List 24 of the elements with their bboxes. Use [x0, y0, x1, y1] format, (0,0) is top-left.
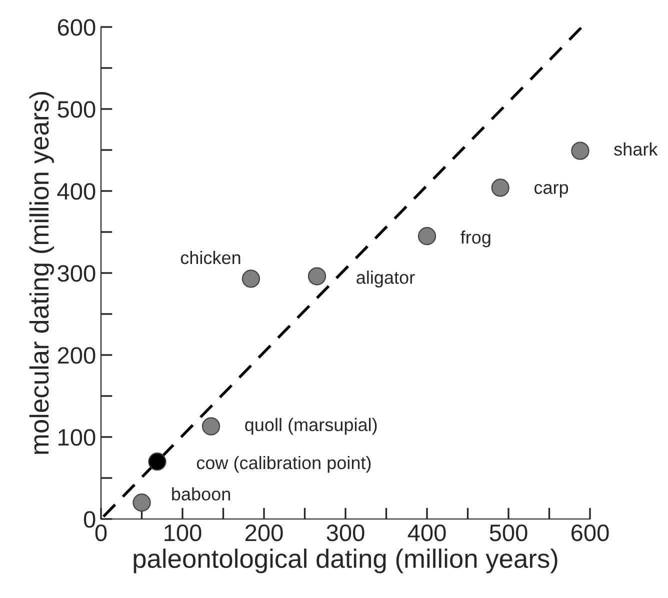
- x-tick-label: 200: [245, 524, 283, 542]
- annotation: frog: [460, 230, 490, 248]
- x-tick-label: 0: [95, 524, 107, 542]
- annotation: shark: [614, 142, 658, 156]
- y-tick-label: 400: [57, 183, 96, 200]
- x-tick-label: 100: [164, 524, 202, 542]
- y-tick-label: 100: [58, 429, 96, 446]
- y-axis-title: molecular dating (million years): [29, 92, 54, 454]
- x-tick-label: 400: [408, 524, 446, 542]
- x-tick-label: 600: [572, 524, 609, 542]
- x-axis-title: paleontological dating (million years): [134, 548, 558, 574]
- annotation: baboon: [172, 487, 230, 500]
- annotation: cow (calibration point): [196, 456, 371, 473]
- annotation: quoll (marsupial): [245, 418, 377, 435]
- x-tick-label: 500: [490, 524, 528, 542]
- y-tick-label: 300: [58, 265, 96, 282]
- annotation: carp: [534, 184, 568, 198]
- y-tick-label: 200: [58, 347, 96, 364]
- y-tick-label: 500: [58, 101, 96, 118]
- y-tick-label: 600: [58, 19, 96, 36]
- annotation: aligator: [356, 270, 415, 288]
- y-tick-label: 0: [84, 511, 96, 528]
- annotation: chicken: [180, 250, 240, 264]
- x-tick-label: 300: [326, 524, 364, 542]
